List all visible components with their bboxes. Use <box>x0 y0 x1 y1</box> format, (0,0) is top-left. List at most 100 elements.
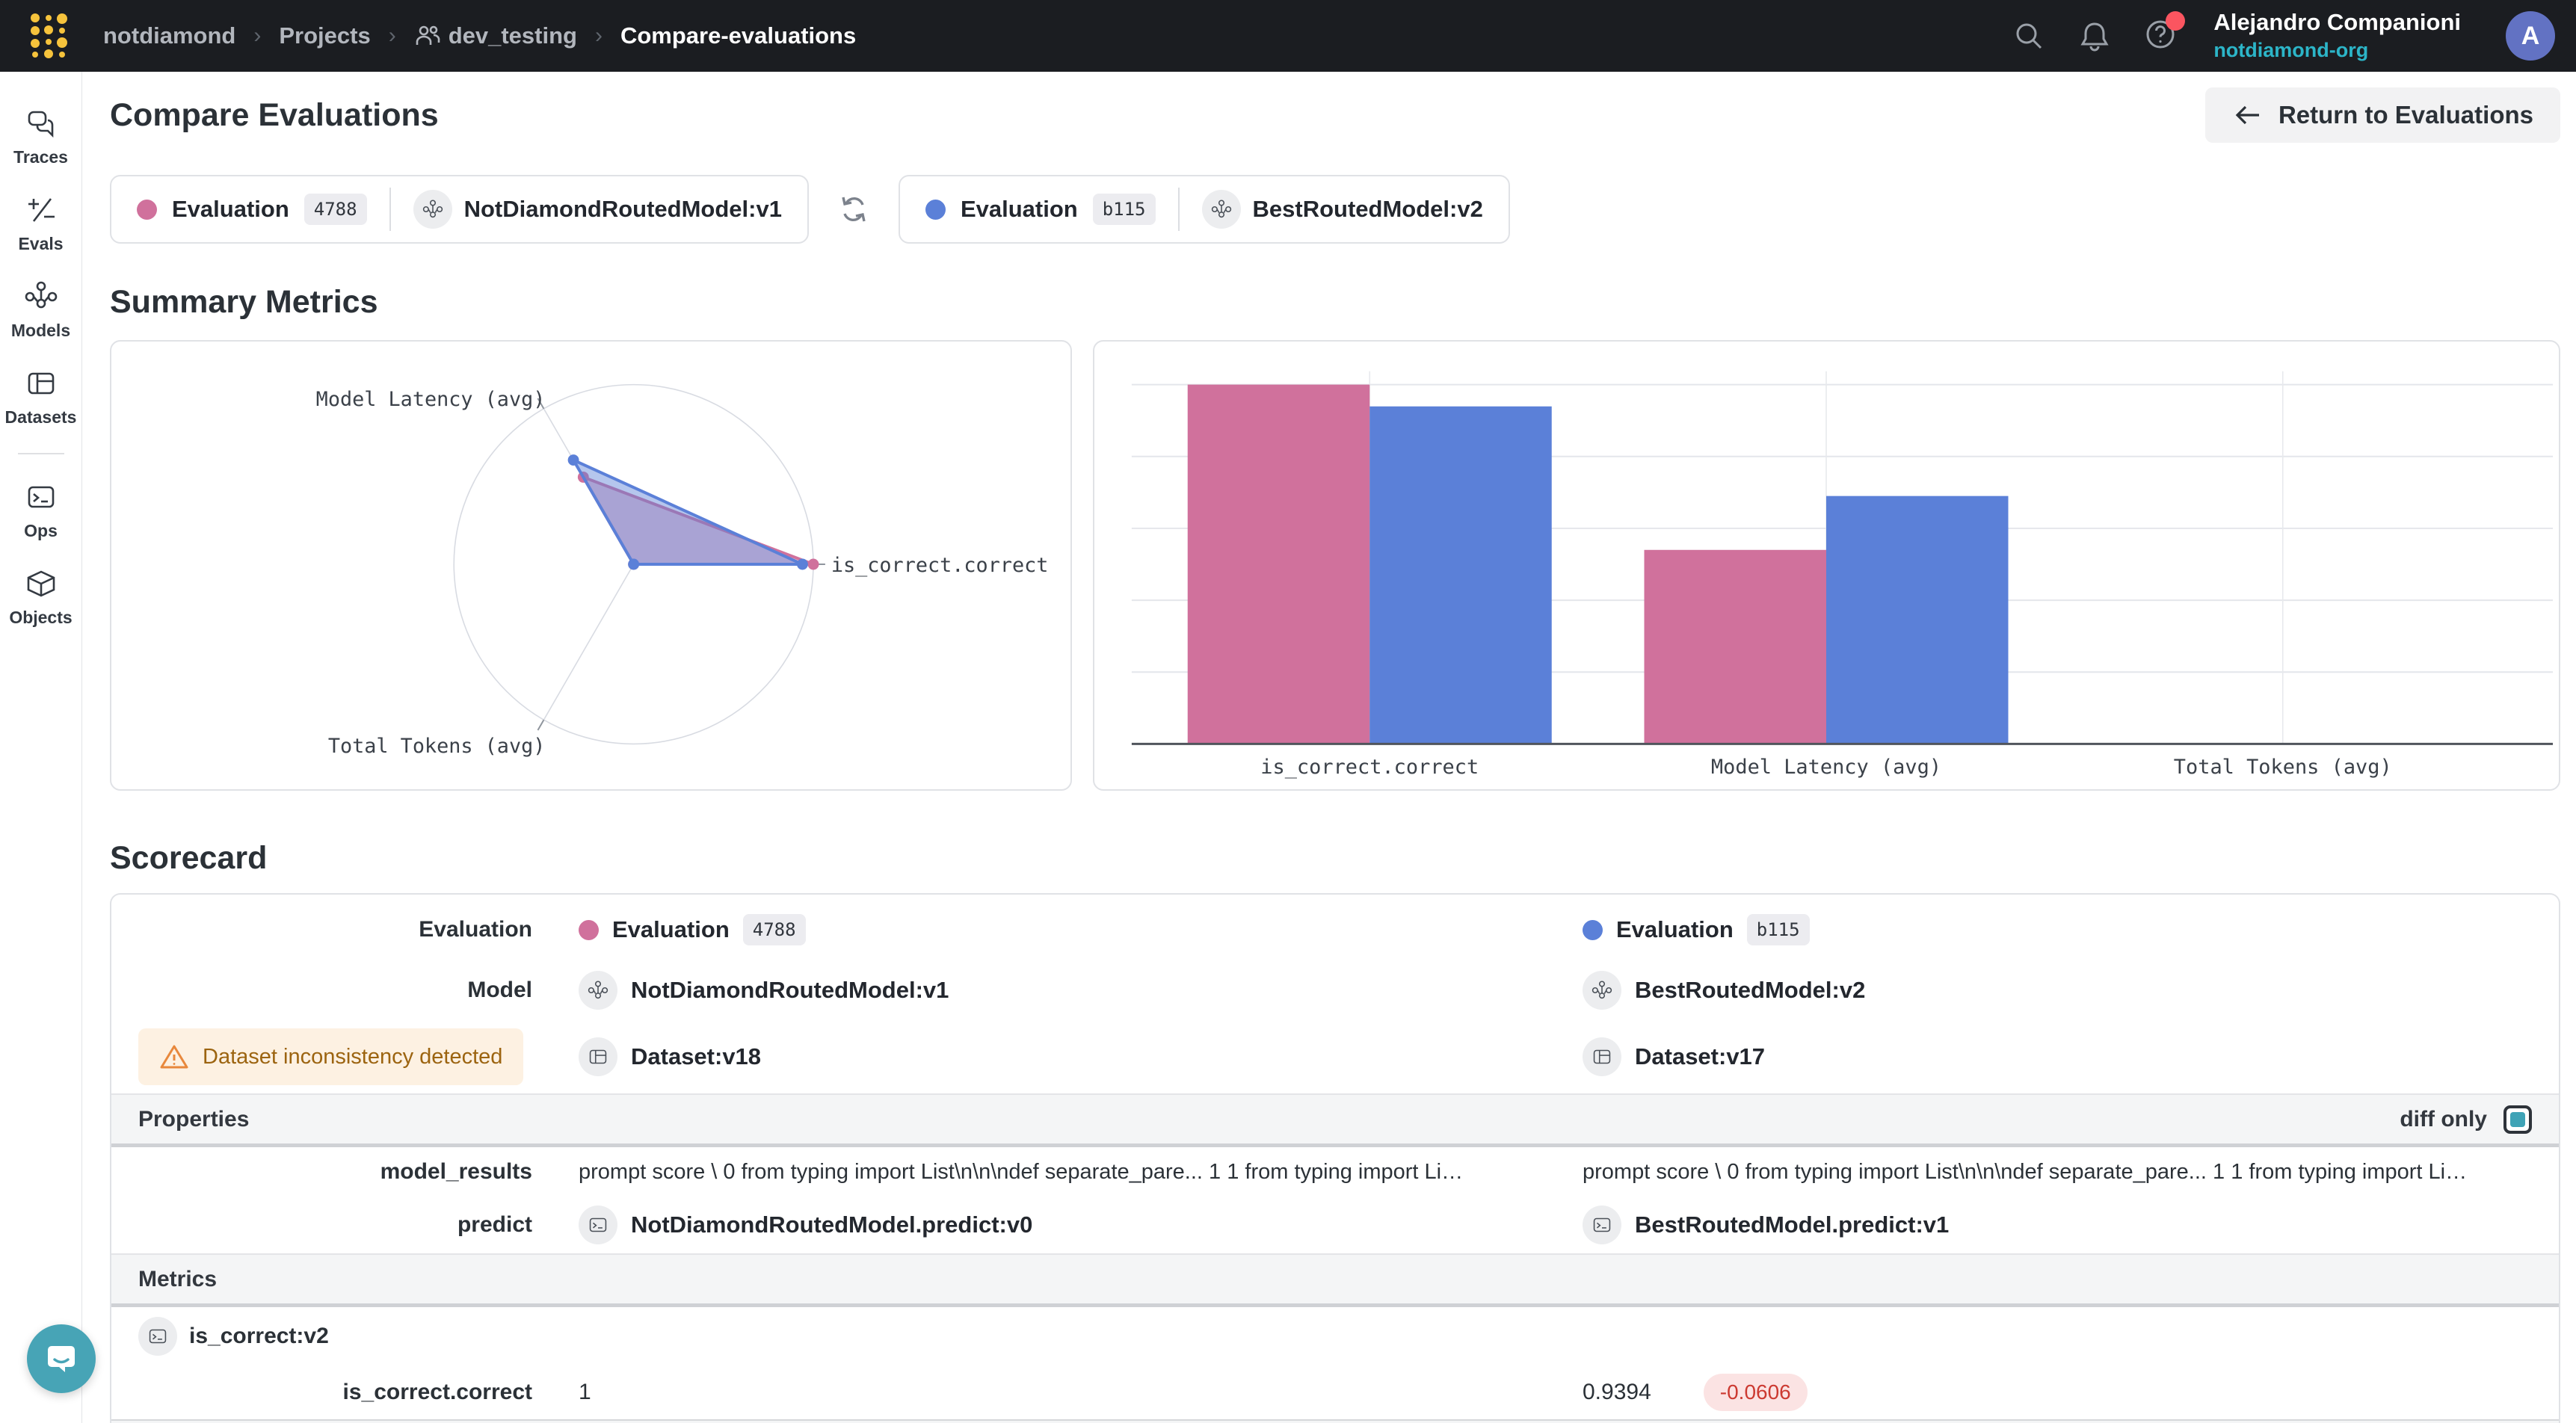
properties-header-label: Properties <box>138 1106 250 1132</box>
row-label-model-results: model_results <box>380 1159 532 1184</box>
evaluation-2-badge: b115 <box>1746 914 1810 945</box>
sidebar-item-label: Traces <box>13 147 68 167</box>
dataset-cell-2[interactable]: Dataset:v17 <box>1583 1037 2559 1076</box>
breadcrumb-projects[interactable]: Projects <box>279 22 371 49</box>
radar-chart: is_correct.correct Model Latency (avg) Tot… <box>316 383 1049 758</box>
row-label-model: Model <box>467 978 532 1002</box>
diff-only-label: diff only <box>2400 1106 2487 1132</box>
scorecard-evaluation-row: Evaluation Evaluation 4788 Evaluation b1… <box>111 899 2559 960</box>
diff-only-checkbox[interactable] <box>2503 1105 2532 1134</box>
properties-section-header: Properties diff only <box>111 1093 2559 1147</box>
breadcrumb: notdiamond › Projects › dev_testing › Co… <box>103 22 856 49</box>
model-cell-2[interactable]: BestRoutedModel:v2 <box>1583 971 2559 1010</box>
evaluation-pill-1[interactable]: Evaluation 4788 NotDiamondRoutedModel:v1 <box>110 175 809 244</box>
model-chip-1[interactable]: NotDiamondRoutedModel:v1 <box>413 190 782 229</box>
traces-icon <box>28 111 53 138</box>
warning-text: Dataset inconsistency detected <box>203 1044 503 1069</box>
model-results-cell-1: prompt score \ 0 from typing import List… <box>579 1160 1583 1185</box>
breadcrumb-current-page[interactable]: Compare-evaluations <box>620 22 857 49</box>
metric-value-cell-1: 1 <box>579 1380 1583 1405</box>
evaluation-cell-2[interactable]: Evaluation b115 <box>1583 914 2559 945</box>
evaluation-pill-2[interactable]: Evaluation b115 BestRoutedModel:v2 <box>898 175 1510 244</box>
scorecard-metric-group-row: is_correct:v2 <box>111 1307 2559 1365</box>
search-icon[interactable] <box>2012 19 2046 53</box>
metrics-header-label: Metrics <box>138 1266 218 1291</box>
evaluation-1-color-dot <box>137 199 157 220</box>
sidebar-item-label: Objects <box>9 608 73 627</box>
row-label-is-correct: is_correct.correct <box>342 1380 532 1404</box>
sidebar-item-label: Ops <box>24 521 58 540</box>
pill-divider <box>1177 188 1180 231</box>
sidebar-item-label: Evals <box>18 234 64 253</box>
op-icon <box>1583 1206 1621 1244</box>
svg-text:is_correct.correct: is_correct.correct <box>831 554 1049 577</box>
model-chip-2[interactable]: BestRoutedModel:v2 <box>1201 190 1483 229</box>
evaluation-1-name: Evaluation <box>612 916 730 942</box>
scorecard-model-row: Model NotDiamondRoutedModel:v1 BestRoute… <box>111 960 2559 1020</box>
dataset-cell-1[interactable]: Dataset:v18 <box>579 1037 1583 1076</box>
topbar-actions: Alejandro Companioni notdiamond-org A <box>2012 10 2555 61</box>
return-button-label: Return to Evaluations <box>2278 101 2533 129</box>
model-name-2: BestRoutedModel:v2 <box>1252 196 1483 222</box>
chat-bubble-icon <box>48 1346 75 1372</box>
chat-support-button[interactable] <box>27 1324 96 1393</box>
model-icon <box>413 190 452 229</box>
dataset-icon <box>579 1037 617 1076</box>
svg-text:Total Tokens (avg): Total Tokens (avg) <box>2174 756 2392 779</box>
metric-value-1: 1 <box>579 1380 591 1404</box>
dataset-icon <box>1583 1037 1621 1076</box>
evaluation-cell-1[interactable]: Evaluation 4788 <box>579 914 1583 945</box>
predict-ref-2: BestRoutedModel.predict:v1 <box>1635 1211 1950 1238</box>
swap-evaluations-button[interactable] <box>834 190 873 229</box>
help-button[interactable] <box>2143 10 2186 55</box>
scorecard-title: Scorecard <box>110 840 268 876</box>
swap-icon <box>842 197 866 222</box>
evaluation-1-dot <box>579 919 599 940</box>
predict-ref-1: NotDiamondRoutedModel.predict:v0 <box>631 1211 1033 1238</box>
scorecard-table: Evaluation Evaluation 4788 Evaluation b1… <box>110 893 2560 1423</box>
breadcrumb-entity[interactable]: notdiamond <box>103 22 236 49</box>
evaluation-1-version-badge: 4788 <box>303 194 367 225</box>
svg-text:Model Latency (avg): Model Latency (avg) <box>1711 756 1941 779</box>
sidebar-item-objects[interactable]: Objects <box>0 567 81 628</box>
sidebar-item-datasets[interactable]: Datasets <box>0 366 81 427</box>
return-to-evaluations-button[interactable]: Return to Evaluations <box>2204 87 2560 143</box>
op-icon <box>138 1317 177 1356</box>
avatar[interactable]: A <box>2506 11 2555 61</box>
evaluation-1-label: Evaluation <box>172 196 289 222</box>
predict-cell-1[interactable]: NotDiamondRoutedModel.predict:v0 <box>579 1206 1583 1244</box>
dataset-ref-1: Dataset:v18 <box>631 1043 762 1069</box>
model-results-cell-2: prompt score \ 0 from typing import List… <box>1583 1160 2559 1185</box>
breadcrumb-separator: › <box>594 23 603 48</box>
evaluation-2-label: Evaluation <box>960 196 1078 222</box>
user-org-link[interactable]: notdiamond-org <box>2213 38 2369 61</box>
predict-cell-2[interactable]: BestRoutedModel.predict:v1 <box>1583 1206 2559 1244</box>
sidebar-item-label: Datasets <box>4 407 77 427</box>
user-block: Alejandro Companioni notdiamond-org <box>2213 10 2461 61</box>
evaluation-2-name: Evaluation <box>1616 916 1734 942</box>
dataset-ref-2: Dataset:v17 <box>1635 1043 1766 1069</box>
sidebar-item-traces[interactable]: Traces <box>0 106 81 167</box>
wandb-logo-icon[interactable] <box>27 10 70 61</box>
team-icon <box>416 25 440 45</box>
breadcrumb-project[interactable]: dev_testing <box>414 22 577 49</box>
metric-value-cell-2: 0.9394 -0.0606 <box>1583 1374 2559 1411</box>
bell-icon[interactable] <box>2077 19 2112 53</box>
model-icon <box>579 971 617 1010</box>
metric-group-cell[interactable]: is_correct:v2 <box>111 1317 2559 1356</box>
checkbox-fill <box>2510 1111 2525 1127</box>
sidebar-item-label: Models <box>10 321 71 340</box>
breadcrumb-separator: › <box>253 23 262 48</box>
sidebar-item-models[interactable]: Models <box>0 280 81 341</box>
bar-chart: is_correct.correct Model Latency (avg) Tot… <box>1131 371 2554 779</box>
summary-metrics-title: Summary Metrics <box>110 284 378 320</box>
sidebar-item-ops[interactable]: Ops <box>0 480 81 541</box>
model-cell-1[interactable]: NotDiamondRoutedModel:v1 <box>579 971 1583 1010</box>
row-label-predict: predict <box>457 1212 532 1237</box>
scorecard-metric-row: is_correct.correct 1 0.9394 -0.0606 <box>111 1365 2559 1419</box>
user-name: Alejandro Companioni <box>2213 9 2461 36</box>
bar-chart-card: is_correct.correct Model Latency (avg) Tot… <box>1093 340 2560 791</box>
help-icon <box>2146 20 2175 48</box>
sidebar-item-evals[interactable]: Evals <box>0 193 81 254</box>
warning-icon <box>160 1045 188 1069</box>
